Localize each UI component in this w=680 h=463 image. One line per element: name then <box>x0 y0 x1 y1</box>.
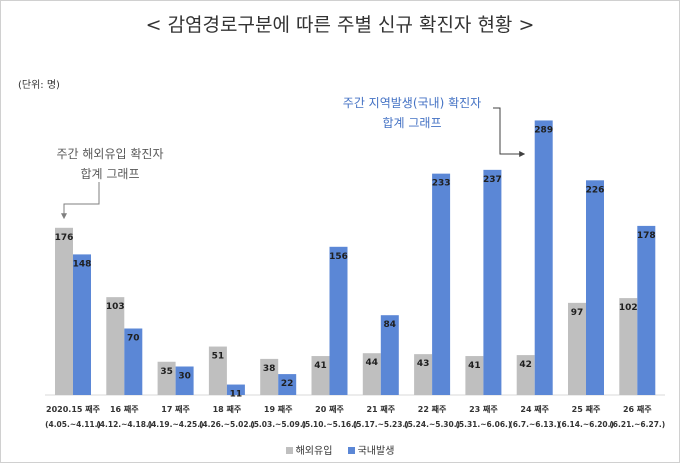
legend-item-overseas: 해외유입 <box>285 442 333 457</box>
annotation-domestic-line1: 주간 지역발생(국내) 확진자 <box>342 96 482 110</box>
annotation-domestic: 주간 지역발생(국내) 확진자 합계 그래프 <box>328 93 496 133</box>
x-tick-range-5: (5.03.~5.09.) <box>250 420 306 429</box>
annotation-overseas-line1: 주간 해외유입 확진자 <box>56 147 164 161</box>
bar-domestic-2 <box>124 328 143 395</box>
legend-swatch-domestic <box>347 447 355 454</box>
data-label-overseas-5: 38 <box>263 364 276 374</box>
data-label-overseas-12: 102 <box>619 303 638 313</box>
x-tick-week-5: 19 째주 <box>264 404 293 414</box>
data-label-domestic-12: 178 <box>637 231 656 241</box>
data-label-domestic-8: 233 <box>432 179 451 189</box>
annotation-overseas-arrow <box>61 182 100 220</box>
x-tick-week-8: 22 째주 <box>418 404 447 414</box>
bar-overseas-4 <box>208 346 227 395</box>
annotation-overseas-line2: 합계 그래프 <box>80 167 140 181</box>
bar-domestic-6 <box>329 246 348 395</box>
bar-domestic-4 <box>226 384 245 395</box>
data-label-overseas-2: 103 <box>106 302 125 312</box>
data-label-overseas-3: 35 <box>160 367 173 377</box>
x-tick-week-2: 16 째주 <box>110 404 139 414</box>
annotation-overseas: 주간 해외유입 확진자 합계 그래프 <box>50 144 170 184</box>
bar-domestic-12 <box>637 225 656 395</box>
bar-overseas-5 <box>260 358 279 395</box>
legend-item-domestic: 국내발생 <box>347 442 395 457</box>
data-label-overseas-10: 42 <box>519 360 532 370</box>
bar-overseas-3 <box>157 361 176 395</box>
x-tick-week-6: 20 째주 <box>315 404 344 414</box>
bar-overseas-2 <box>106 297 125 395</box>
x-tick-range-10: (6.7.~6.13.) <box>509 420 560 429</box>
x-tick-range-12: (6.21.~6.27.) <box>609 420 665 429</box>
chart-title: < 감염경로구분에 따른 주별 신규 확진자 현황 > <box>145 14 535 36</box>
legend-label-overseas: 해외유입 <box>295 446 333 457</box>
x-tick-week-4: 18 째주 <box>213 404 242 414</box>
legend: 해외유입 국내발생 <box>0 442 680 457</box>
x-tick-week-12: 26 째주 <box>623 404 652 414</box>
annotation-domestic-arrow <box>493 107 526 157</box>
data-label-domestic-3: 30 <box>178 372 191 382</box>
bar-domestic-5 <box>278 374 297 395</box>
data-label-overseas-7: 44 <box>366 358 379 368</box>
data-label-overseas-4: 51 <box>212 352 225 362</box>
annotation-domestic-line2: 합계 그래프 <box>382 116 442 130</box>
bar-domestic-9 <box>483 169 502 395</box>
bar-domestic-7 <box>380 315 399 395</box>
x-tick-range-2: (4.12.~4.18.) <box>96 420 152 429</box>
bar-overseas-8 <box>414 354 433 395</box>
x-tick-range-9: (5.31.~6.06.) <box>455 420 511 429</box>
legend-swatch-overseas <box>285 447 293 454</box>
x-tick-range-11: (6.14.~6.20.) <box>558 420 614 429</box>
bar-domestic-11 <box>586 180 604 395</box>
bar-overseas-11 <box>568 302 586 395</box>
legend-label-domestic: 국내발생 <box>357 446 395 457</box>
data-label-overseas-6: 41 <box>314 361 327 371</box>
x-tick-week-7: 21 째주 <box>366 404 395 414</box>
data-label-domestic-7: 84 <box>384 320 397 330</box>
bar-overseas-7 <box>362 353 381 395</box>
data-label-domestic-2: 70 <box>127 334 140 344</box>
x-tick-range-3: (4.19.~4.25.) <box>148 420 204 429</box>
data-label-domestic-1: 148 <box>73 259 92 269</box>
x-tick-range-6: (5.10.~5.16.) <box>302 420 358 429</box>
unit-label: (단위: 명) <box>18 80 60 91</box>
bar-overseas-10 <box>516 355 535 395</box>
data-label-domestic-11: 226 <box>586 185 605 195</box>
x-tick-week-10: 24 째주 <box>520 404 549 414</box>
x-tick-week-11: 25 째주 <box>572 404 601 414</box>
bar-domestic-1 <box>73 254 91 395</box>
x-tick-range-1: (4.05.~4.11.) <box>45 420 101 429</box>
bar-domestic-10 <box>534 120 553 395</box>
data-label-domestic-6: 156 <box>329 252 348 262</box>
data-label-overseas-11: 97 <box>571 308 584 318</box>
data-label-domestic-10: 289 <box>534 125 553 135</box>
x-tick-week-9: 23 째주 <box>469 404 498 414</box>
x-tick-range-4: (4.26.~5.02.) <box>199 420 255 429</box>
bar-overseas-6 <box>311 356 330 395</box>
bar-overseas-9 <box>465 356 484 395</box>
bar-domestic-8 <box>432 173 451 395</box>
data-label-domestic-9: 237 <box>483 175 502 185</box>
bar-domestic-3 <box>175 366 194 395</box>
bar-overseas-1 <box>55 227 73 395</box>
data-label-overseas-9: 41 <box>468 361 481 371</box>
x-tick-range-7: (5.17.~5.23.) <box>353 420 409 429</box>
x-tick-week-3: 17 째주 <box>161 404 190 414</box>
x-tick-week-1: 2020.15 째주 <box>46 404 101 414</box>
x-tick-range-8: (5.24.~5.30.) <box>404 420 460 429</box>
bar-overseas-12 <box>619 298 638 395</box>
data-label-domestic-4: 11 <box>230 390 243 400</box>
data-label-overseas-1: 176 <box>55 233 74 243</box>
data-label-overseas-8: 43 <box>417 359 430 369</box>
data-label-domestic-5: 22 <box>281 379 294 389</box>
